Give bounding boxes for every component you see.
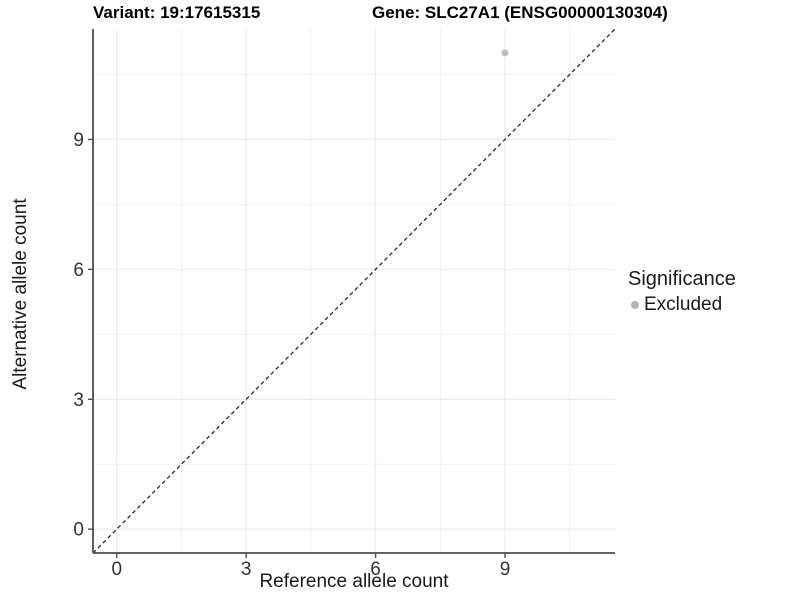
svg-text:9: 9 [500, 559, 511, 580]
x-axis-label: Reference allele count [259, 571, 449, 592]
legend: Significance Excluded [628, 268, 736, 316]
plot-title-gene: Gene: SLC27A1 (ENSG00000130304) [372, 3, 668, 22]
svg-text:9: 9 [73, 130, 84, 151]
legend-title: Significance [628, 268, 736, 290]
svg-text:3: 3 [73, 390, 84, 411]
legend-item-excluded: Excluded [628, 294, 736, 316]
svg-text:0: 0 [111, 559, 122, 580]
legend-item-label: Excluded [644, 294, 723, 315]
svg-text:6: 6 [73, 260, 84, 281]
y-axis-label: Alternative allele count [10, 198, 31, 390]
legend-point-icon [631, 301, 639, 309]
plot-title-variant: Variant: 19:17615315 [93, 3, 261, 22]
svg-text:3: 3 [241, 559, 252, 580]
svg-text:0: 0 [73, 520, 84, 541]
svg-text:6: 6 [370, 559, 381, 580]
